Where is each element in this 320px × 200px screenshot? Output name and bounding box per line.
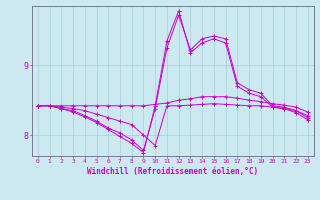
X-axis label: Windchill (Refroidissement éolien,°C): Windchill (Refroidissement éolien,°C) [87,167,258,176]
